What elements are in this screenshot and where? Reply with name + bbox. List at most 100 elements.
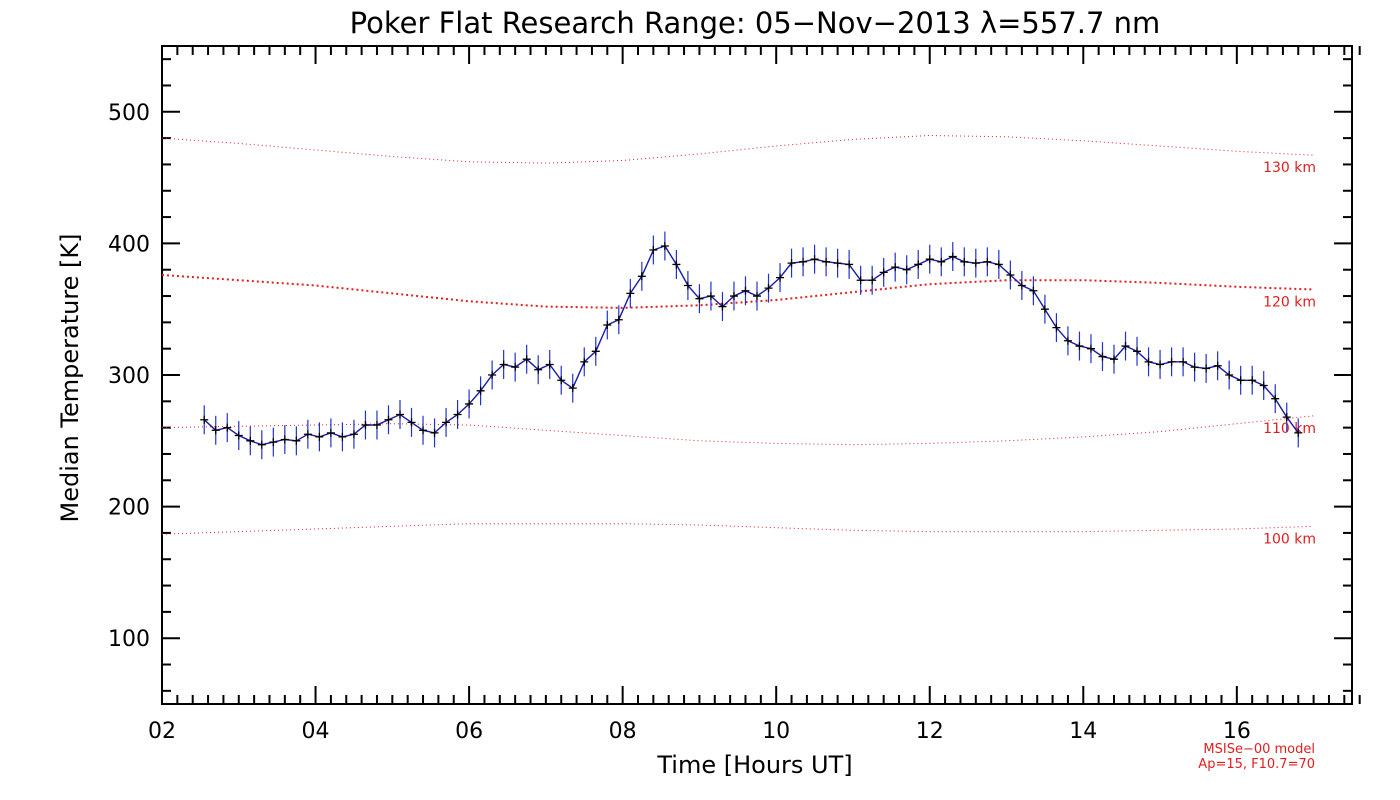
x-tick-label: 02: [148, 719, 176, 744]
model-note-line1: MSISe−00 model: [1203, 742, 1315, 757]
data-point: [580, 357, 589, 366]
data-point: [442, 418, 451, 427]
data-point: [1110, 355, 1118, 364]
data-point: [1098, 352, 1107, 361]
data-point: [1294, 428, 1303, 437]
data-point: [326, 428, 335, 437]
data-point: [1156, 360, 1165, 369]
model-curve-0: [161, 134, 1314, 164]
data-point: [983, 257, 992, 266]
data-point: [994, 260, 1003, 269]
data-point: [868, 276, 877, 285]
data-point: [511, 363, 520, 372]
data-point: [465, 399, 474, 408]
data-point: [649, 245, 658, 254]
model-curve-label: 100 km: [1263, 531, 1316, 547]
data-point: [568, 384, 577, 393]
data-point: [557, 376, 566, 385]
data-point: [1052, 323, 1061, 332]
data-point: [937, 257, 946, 266]
data-point: [591, 347, 600, 356]
data-point: [1133, 347, 1142, 356]
data-point: [1040, 305, 1049, 314]
data-point: [1179, 357, 1188, 366]
data-point: [891, 263, 900, 272]
data-point: [753, 292, 761, 301]
data-point: [764, 284, 773, 293]
data-point: [695, 294, 704, 303]
data-point: [833, 259, 842, 268]
x-tick-label: 14: [1069, 719, 1097, 744]
y-tick-label: 500: [108, 101, 150, 126]
data-point: [1167, 357, 1176, 366]
plot-frame: [161, 45, 1353, 705]
data-point: [338, 432, 347, 441]
data-point: [729, 292, 738, 301]
y-tick-label: 100: [108, 627, 150, 652]
data-point: [315, 432, 324, 441]
data-point: [303, 430, 312, 439]
data-point: [200, 415, 209, 424]
data-point: [1236, 376, 1245, 385]
y-tick-label: 200: [108, 496, 150, 521]
data-point: [349, 430, 358, 439]
data-point: [718, 302, 727, 311]
y-tick-label: 300: [108, 364, 150, 389]
data-point: [1202, 364, 1211, 373]
data-point: [822, 257, 831, 266]
data-point: [603, 320, 612, 329]
data-point: [545, 360, 554, 369]
y-axis-label: Median Temperature [K]: [56, 233, 84, 522]
data-point: [476, 386, 485, 395]
data-point: [430, 428, 439, 437]
model-curve-3: [161, 523, 1314, 535]
data-point: [948, 252, 957, 261]
model-curve-label: 110 km: [1263, 421, 1316, 437]
data-point: [372, 421, 381, 430]
data-point: [787, 259, 796, 268]
data-point: [522, 355, 531, 364]
data-point: [799, 257, 808, 266]
model-note-line2: Ap=15, F10.7=70: [1198, 757, 1315, 772]
model-curve-1: [161, 274, 1314, 309]
y-tick-label: 400: [108, 232, 150, 257]
plot-area: 02 04 06 08 10 12 14 16 100 200 300 400 500 130 km 120…: [108, 45, 1361, 744]
data-point: [1248, 376, 1257, 385]
data-point: [741, 286, 750, 295]
x-tick-label: 06: [455, 719, 483, 744]
data-point: [845, 260, 854, 269]
data-point: [614, 315, 623, 324]
data-point: [810, 255, 819, 264]
x-axis-label: Time [Hours UT]: [656, 751, 852, 779]
data-point: [1190, 363, 1199, 372]
data-point: [1259, 381, 1268, 390]
data-point: [534, 365, 543, 374]
data-point: [1144, 357, 1153, 366]
data-point: [211, 426, 220, 435]
x-tick-label: 04: [302, 719, 330, 744]
data-point: [246, 436, 255, 445]
data-point: [637, 272, 646, 281]
data-point: [361, 421, 370, 430]
data-point: [706, 292, 715, 301]
data-point: [257, 440, 266, 449]
data-point: [234, 431, 243, 440]
data-point: [1063, 336, 1072, 345]
data-point: [1282, 413, 1291, 422]
data-point: [1271, 394, 1280, 403]
data-point: [626, 289, 635, 298]
data-point: [879, 268, 888, 277]
data-point: [269, 438, 278, 447]
data-point: [280, 435, 289, 444]
data-point: [419, 426, 428, 435]
model-curve-2: [161, 415, 1314, 446]
data-point: [971, 259, 980, 268]
data-point: [499, 360, 508, 369]
data-point: [1121, 342, 1130, 351]
data-point: [384, 415, 393, 424]
data-point: [407, 418, 416, 427]
x-tick-label: 12: [916, 719, 944, 744]
measurement-line: [203, 245, 1299, 446]
chart-title: Poker Flat Research Range: 05−Nov−2013 λ…: [350, 6, 1161, 40]
